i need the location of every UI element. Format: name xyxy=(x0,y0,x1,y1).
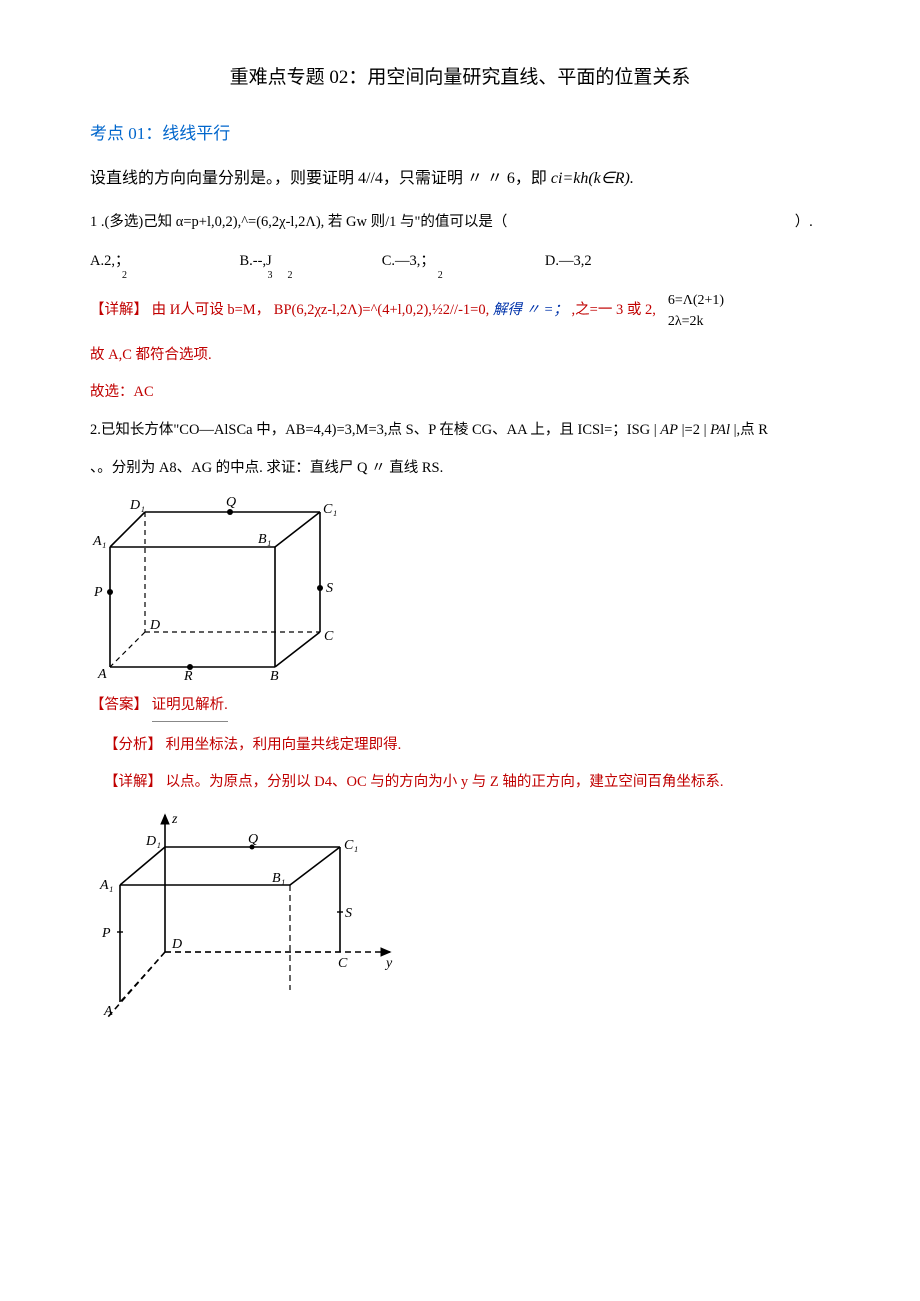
lbl2-a: A xyxy=(103,1004,113,1019)
q1-detail-c: ,之=一 3 或 2, xyxy=(572,302,656,318)
answer-label: 【答案】 xyxy=(90,697,148,713)
lbl2-c1: C₁ xyxy=(344,838,358,853)
q1-detail-right-top: 6=Λ(2+1) xyxy=(668,290,724,311)
q1-detail-main: 【详解】 由 И人可设 b=M， BP(6,2χz-l,2Λ)=^(4+l,0,… xyxy=(90,297,656,325)
q1-detail-b: 解得 〃 =； xyxy=(493,302,568,318)
opt-d: D.—3,2 xyxy=(545,248,592,276)
q1-conc1: 故 A,C 都符合选项. xyxy=(90,342,830,370)
lbl-a1: A₁ xyxy=(92,534,106,549)
lbl2-y: y xyxy=(384,956,393,971)
q2-e: |,点 R xyxy=(734,422,768,438)
doc-title: 重难点专题 02：用空间向量研究直线、平面的位置关系 xyxy=(90,60,830,96)
opt-a: A.2,； 2 xyxy=(90,248,129,276)
lbl-q: Q xyxy=(226,495,236,510)
cuboid-2-svg: z D₁ Q C₁ A₁ B₁ P S D C y A xyxy=(90,807,400,1032)
lbl-p: P xyxy=(93,585,103,600)
lbl-c1: C₁ xyxy=(323,502,337,517)
lbl2-s: S xyxy=(345,906,352,921)
opt-c: C.—3,； 2 xyxy=(382,248,435,276)
q1-detail-label: 【详解】 xyxy=(90,302,148,318)
lbl-s: S xyxy=(326,581,333,596)
cuboid-1-svg: D₁ Q C₁ A₁ B₁ P S D C A R B xyxy=(90,492,340,682)
q2-a: 2.已知长方体"CO—AlSCa 中，AB=4,4)=3,M=3,点 S、P 在… xyxy=(90,422,657,438)
q1-detail-right-bot: 2λ=2k xyxy=(668,311,724,332)
lbl-c: C xyxy=(324,629,334,644)
analysis-text: 利用坐标法，利用向量共线定理即得. xyxy=(166,737,402,753)
q1-text: 1 .(多选)己知 α=p+l,0,2),^=(6,2χ-l,2Λ), 若 Gw… xyxy=(90,214,507,230)
q1: 1 .(多选)己知 α=p+l,0,2),^=(6,2χ-l,2Λ), 若 Gw… xyxy=(90,209,830,237)
lbl2-d1: D₁ xyxy=(145,834,161,849)
answer-text: 证明见解析. xyxy=(152,692,228,722)
q1-tail: ）. xyxy=(795,214,813,230)
q2-line1: 2.已知长方体"CO—AlSCa 中，AB=4,4)=3,M=3,点 S、P 在… xyxy=(90,417,830,445)
lbl-b: B xyxy=(270,669,279,682)
q2-d: PAl xyxy=(710,422,730,438)
q1-detail: 【详解】 由 И人可设 b=M， BP(6,2χz-l,2Λ)=^(4+l,0,… xyxy=(90,290,830,332)
lbl2-z: z xyxy=(171,812,178,827)
lbl-d1: D₁ xyxy=(129,498,145,513)
q2-c: |=2 | xyxy=(682,422,707,438)
figure-1: D₁ Q C₁ A₁ B₁ P S D C A R B xyxy=(90,492,830,682)
opt-b-sub1: 3 xyxy=(267,266,272,285)
lbl-b1: B₁ xyxy=(258,532,271,547)
figure-2: z D₁ Q C₁ A₁ B₁ P S D C y A xyxy=(90,807,830,1032)
q1-conc2: 故选：AC xyxy=(90,379,830,407)
opt-b-sub2: 2 xyxy=(287,266,292,285)
analysis-label: 【分析】 xyxy=(104,737,162,753)
lbl2-d: D xyxy=(171,937,182,952)
opt-c-sub: 2 xyxy=(438,266,443,285)
lbl-a: A xyxy=(97,667,107,682)
q1-options: A.2,； 2 B.--,J 3 2 C.—3,； 2 D.—3,2 xyxy=(90,248,830,276)
intro-formula: ci=kh(k∈R). xyxy=(551,170,634,187)
section-01-heading: 考点 01：线线平行 xyxy=(90,118,830,150)
lbl-d: D xyxy=(149,618,160,633)
analysis-line: 【分析】 利用坐标法，利用向量共线定理即得. xyxy=(90,732,830,760)
detail2-line: 【详解】 以点。为原点，分别以 D4、OC 与的方向为小 y 与 Z 轴的正方向… xyxy=(90,769,830,797)
intro-text: 设直线的方向向量分别是。，则要证明 4//4，只需证明 〃 〃 6，即 xyxy=(90,170,551,187)
lbl2-b1: B₁ xyxy=(272,871,285,886)
detail2-text: 以点。为原点，分别以 D4、OC 与的方向为小 y 与 Z 轴的正方向，建立空间… xyxy=(166,774,724,790)
intro-paragraph: 设直线的方向向量分别是。，则要证明 4//4，只需证明 〃 〃 6，即 ci=k… xyxy=(90,164,830,194)
opt-c-text: C.—3,； xyxy=(382,253,435,269)
lbl2-c: C xyxy=(338,956,348,971)
q2-b: AP xyxy=(660,422,678,438)
opt-a-sub: 2 xyxy=(122,266,127,285)
lbl-r: R xyxy=(183,669,193,682)
lbl2-a1: A₁ xyxy=(99,878,113,893)
answer-line: 【答案】 证明见解析. xyxy=(90,692,830,722)
detail2-label: 【详解】 xyxy=(104,774,162,790)
q2-line2: 、。分别为 A8、AG 的中点. 求证：直线尸 Q 〃 直线 RS. xyxy=(90,455,830,483)
opt-b: B.--,J 3 2 xyxy=(239,248,271,276)
opt-d-text: D.—3,2 xyxy=(545,253,592,269)
lbl2-p: P xyxy=(101,926,111,941)
q1-detail-a: 由 И人可设 b=M， BP(6,2χz-l,2Λ)=^(4+l,0,2),½2… xyxy=(152,302,493,318)
q1-detail-right: 6=Λ(2+1) 2λ=2k xyxy=(668,290,724,332)
